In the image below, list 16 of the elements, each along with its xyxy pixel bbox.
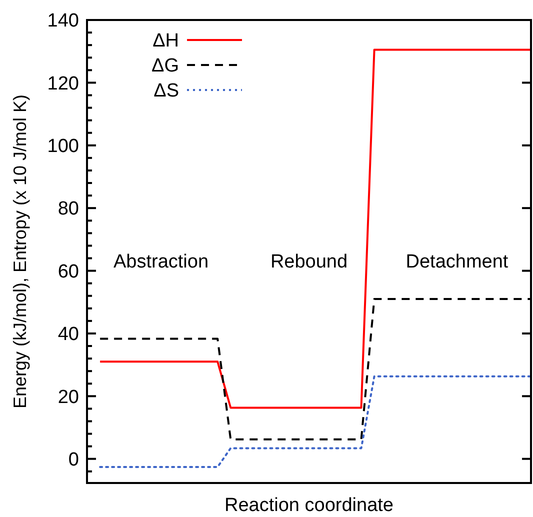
y-tick-label: 120 <box>47 73 79 94</box>
y-tick-label: 100 <box>47 136 79 158</box>
y-axis-title: Energy (kJ/mol), Entropy (x 10 J/mol K) <box>10 94 30 409</box>
legend-label: ΔG <box>152 56 179 77</box>
y-tick-label: 40 <box>58 324 79 346</box>
y-tick-label: 20 <box>58 386 79 408</box>
y-tick-label: 0 <box>68 450 79 471</box>
y-tick-label: 80 <box>58 198 79 220</box>
annotation: Abstraction <box>113 252 209 273</box>
x-axis-title: Reaction coordinate <box>224 495 394 516</box>
y-tick-label: 140 <box>47 10 79 32</box>
legend-label: ΔS <box>154 80 179 102</box>
annotation: Detachment <box>406 252 509 273</box>
legend-label: ΔH <box>152 30 179 52</box>
y-tick-label: 60 <box>58 261 79 282</box>
annotation: Rebound <box>270 252 348 273</box>
